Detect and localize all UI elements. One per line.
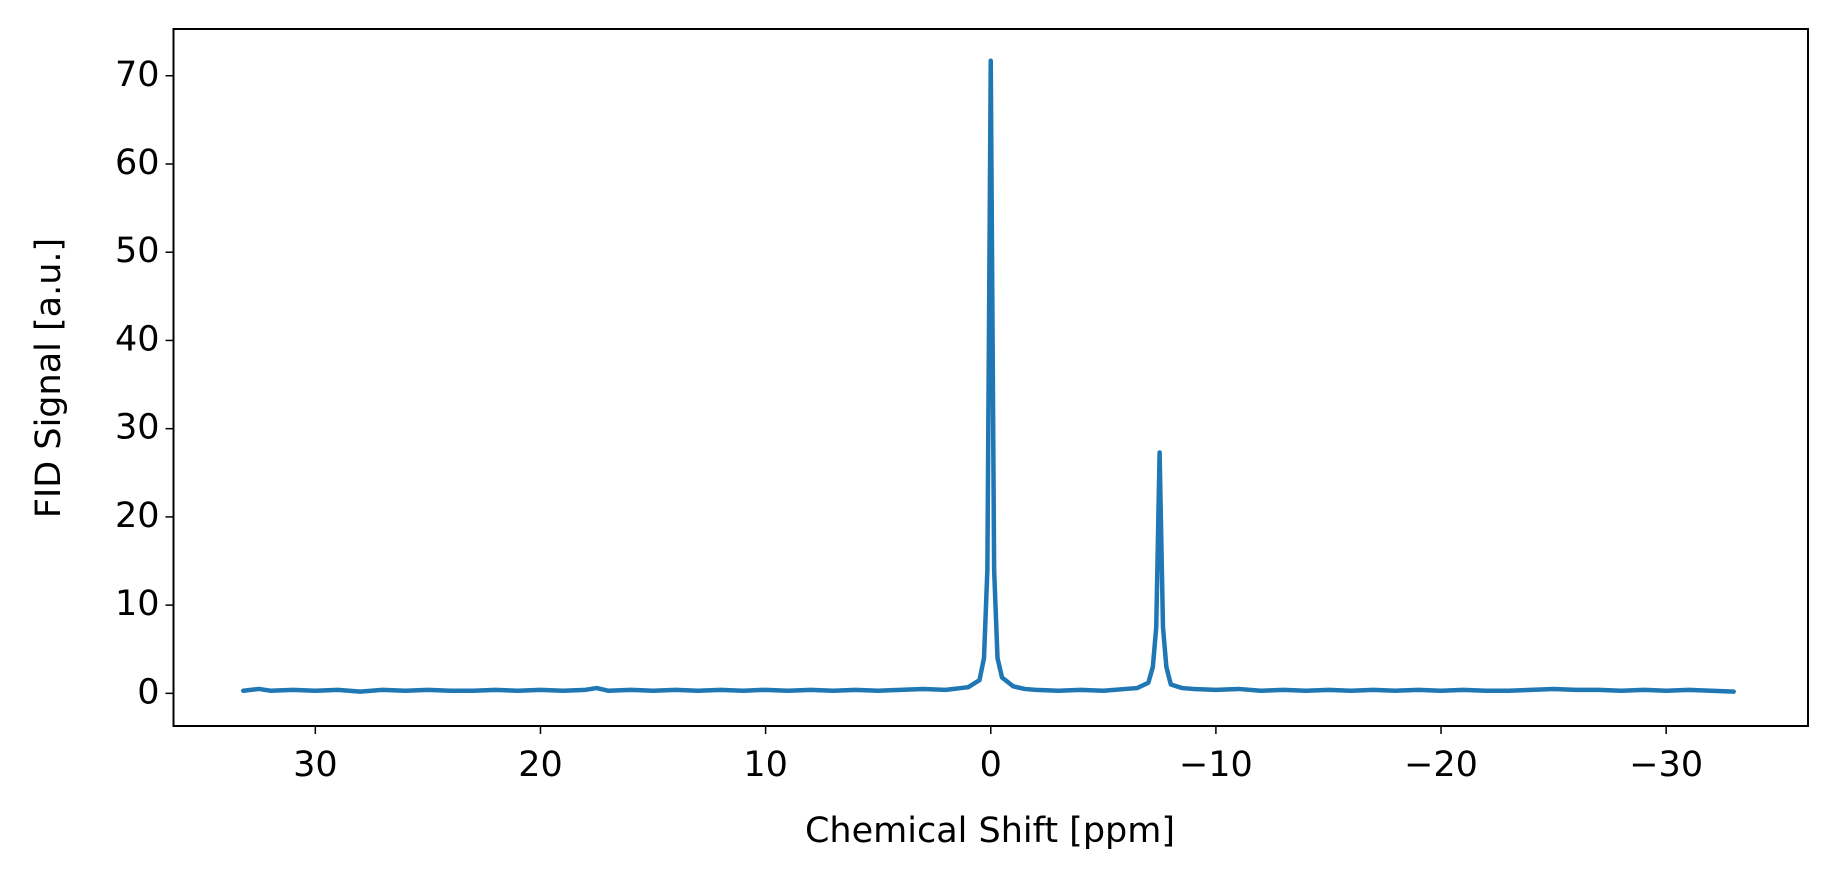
y-axis-label: FID Signal [a.u.] bbox=[29, 238, 69, 518]
x-tick-label: −30 bbox=[1629, 745, 1703, 785]
y-tick-label: 70 bbox=[115, 55, 160, 95]
y-tick-label: 40 bbox=[115, 319, 160, 359]
x-axis-label: Chemical Shift [ppm] bbox=[805, 811, 1175, 851]
y-tick-label: 0 bbox=[137, 672, 159, 712]
x-tick-label: 0 bbox=[980, 745, 1002, 785]
x-tick-label: 30 bbox=[293, 745, 338, 785]
y-tick-label: 60 bbox=[115, 143, 160, 183]
x-tick-label: −10 bbox=[1179, 745, 1253, 785]
x-tick-label: −20 bbox=[1404, 745, 1478, 785]
y-tick-label: 10 bbox=[115, 584, 160, 624]
plot-frame bbox=[172, 28, 1809, 727]
y-tick-label: 50 bbox=[115, 231, 160, 271]
y-tick-label: 20 bbox=[115, 496, 160, 536]
x-tick-label: 10 bbox=[743, 745, 788, 785]
x-tick-label: 20 bbox=[518, 745, 563, 785]
data-line bbox=[241, 58, 1736, 694]
y-tick-label: 30 bbox=[115, 408, 160, 448]
